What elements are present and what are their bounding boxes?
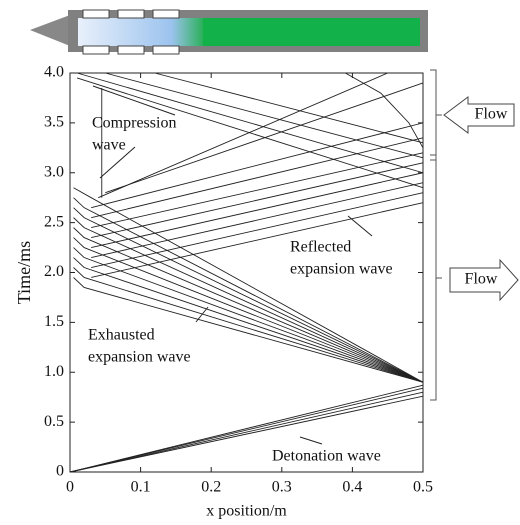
annotation: wave [92, 137, 126, 154]
annotation: expansion wave [290, 261, 393, 278]
wave-line [105, 72, 424, 159]
flow-label: Flow [465, 271, 498, 288]
y-tick-label: 0.5 [44, 413, 64, 430]
wave-line [73, 267, 424, 383]
x-tick-label: 0.4 [342, 479, 362, 496]
wave-line [73, 277, 424, 383]
wave-line [91, 182, 424, 258]
wave-line [76, 77, 424, 189]
annotation: Detonation wave [272, 448, 381, 465]
y-axis-label: Time/ms [14, 241, 34, 304]
x-axis-label: x position/m [206, 503, 287, 520]
y-tick-label: 3.0 [44, 163, 64, 180]
annotation-arrow [347, 215, 373, 237]
y-tick-label: 2.5 [44, 213, 64, 230]
tube-diagram [30, 9, 428, 55]
y-tick-label: 2.0 [44, 263, 64, 280]
wave-line [76, 72, 424, 174]
y-tick-label: 1.0 [44, 363, 64, 380]
wave-line [105, 82, 424, 194]
wave-line [91, 192, 424, 268]
y-tick-label: 4.0 [44, 64, 64, 81]
wave-line [73, 197, 424, 383]
x-tick-label: 0.3 [272, 479, 292, 496]
wave-line [73, 207, 424, 383]
annotation-arrow [299, 436, 323, 445]
x-tick-label: 0 [66, 479, 74, 496]
wave-line [98, 72, 388, 199]
annotation: Exhausted [88, 327, 155, 344]
annotation-arrow [99, 146, 136, 179]
y-tick-label: 3.5 [44, 114, 64, 131]
wave-line [154, 72, 424, 144]
annotation-arrow [92, 85, 176, 116]
wave-line [91, 162, 424, 239]
wave-line [91, 137, 424, 219]
x-tick-label: 0.5 [413, 479, 433, 496]
wave-line [73, 237, 424, 383]
annotation: expansion wave [88, 349, 191, 366]
wave-line [69, 387, 424, 473]
wave-line [91, 152, 424, 229]
x-tick-label: 0.1 [131, 479, 151, 496]
annotation: Reflected [290, 239, 351, 256]
wave-line [69, 391, 424, 473]
wave-line [69, 384, 424, 473]
wave-line [73, 217, 424, 383]
y-tick-label: 0 [56, 463, 64, 480]
x-tick-label: 0.2 [201, 479, 221, 496]
brackets [430, 69, 442, 401]
annotation: Compression [92, 115, 176, 132]
flow-arrows [443, 96, 519, 302]
wave-line [69, 395, 424, 473]
wave-line [73, 257, 424, 383]
wave-line [91, 122, 424, 209]
wave-line [73, 187, 424, 383]
wave-line [345, 72, 424, 149]
y-tick-label: 1.5 [44, 313, 64, 330]
wave-line [73, 247, 424, 383]
flow-label: Flow [475, 106, 508, 123]
wave-line [73, 227, 424, 383]
wave-line [91, 172, 424, 249]
wave-line [91, 202, 424, 278]
annotation-arrow [195, 306, 209, 323]
